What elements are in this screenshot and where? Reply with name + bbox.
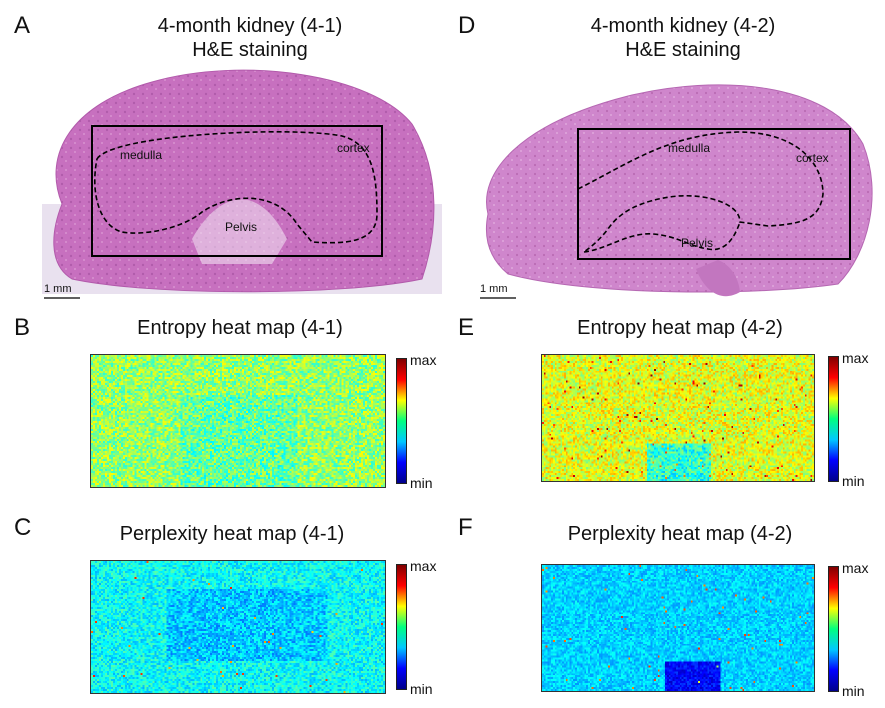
colorbar-f-min: min [842, 683, 865, 699]
perplexity-heatmap-4-1 [90, 560, 386, 694]
panel-a-title-line1: 4-month kidney (4-1) [157, 15, 343, 37]
medulla-outline-a [94, 131, 378, 244]
medulla-outline-d [577, 131, 824, 253]
pelvis-space-a [192, 199, 287, 264]
colorbar-f [828, 566, 839, 692]
scale-label-d: 1 mm [480, 283, 508, 295]
panel-d-title-line1: 4-month kidney (4-2) [590, 15, 776, 37]
cortex-label-d: cortex [796, 151, 829, 165]
colorbar-c-min: min [410, 681, 433, 697]
kidney-image-a: medulla cortex Pelvis [42, 69, 442, 299]
colorbar-e-max: max [842, 350, 869, 366]
panel-a-title: 4-month kidney (4-1) H&E staining [100, 14, 400, 62]
pelvis-outline-d [583, 221, 741, 253]
entropy-heatmap-4-1 [90, 354, 386, 488]
scale-label-a: 1 mm [44, 283, 72, 295]
roi-box-d [577, 128, 851, 260]
panel-d-title: 4-month kidney (4-2) H&E staining [533, 14, 833, 62]
panel-c-title: Perplexity heat map (4-1) [119, 523, 345, 545]
kidney-image-d: medulla cortex Pelvis [480, 84, 873, 299]
ureter-d [696, 260, 740, 297]
panel-label-d: D [458, 12, 476, 39]
perplexity-heatmap-4-2 [541, 564, 815, 692]
panel-label-b: B [14, 314, 31, 341]
colorbar-b-max: max [410, 352, 437, 368]
colorbar-b-min: min [410, 475, 433, 491]
panel-label-e: E [458, 314, 475, 341]
medulla-label-a: medulla [120, 148, 162, 162]
panel-label-a: A [14, 12, 31, 39]
panel-a-title-line2: H&E staining [192, 39, 308, 61]
panel-f-title: Perplexity heat map (4-2) [567, 523, 793, 545]
roi-box-a [91, 125, 383, 257]
pelvis-label-d: Pelvis [681, 236, 713, 250]
panel-label-f: F [458, 514, 473, 541]
colorbar-f-max: max [842, 560, 869, 576]
medulla-label-d: medulla [668, 141, 710, 155]
panel-label-c: C [14, 514, 32, 541]
panel-e-title: Entropy heat map (4-2) [577, 317, 783, 339]
colorbar-e [828, 356, 839, 482]
colorbar-b [396, 358, 407, 484]
kidney-tissue-d [485, 84, 873, 293]
entropy-heatmap-4-2 [541, 354, 815, 482]
pelvis-label-a: Pelvis [225, 220, 257, 234]
colorbar-c-max: max [410, 558, 437, 574]
colorbar-e-min: min [842, 473, 865, 489]
colorbar-c [396, 564, 407, 690]
panel-d-title-line2: H&E staining [625, 39, 741, 61]
cortex-label-a: cortex [337, 141, 370, 155]
panel-b-title: Entropy heat map (4-1) [137, 317, 343, 339]
